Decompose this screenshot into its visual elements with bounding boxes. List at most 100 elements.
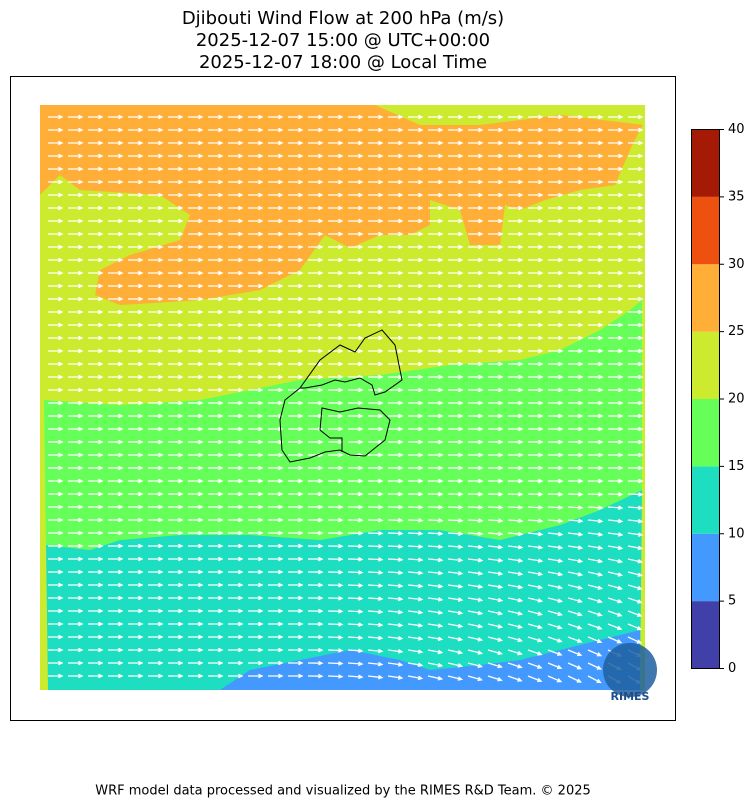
- wind-arrow: [208, 153, 224, 159]
- wind-arrow: [447, 557, 464, 563]
- wind-arrow: [48, 218, 64, 224]
- wind-arrow: [108, 478, 124, 484]
- wind-arrow: [608, 348, 624, 354]
- wind-arrow: [548, 283, 564, 289]
- wind-arrow: [168, 218, 184, 224]
- wind-arrow: [168, 205, 184, 211]
- wind-arrow: [307, 569, 324, 575]
- wind-arrow: [568, 322, 584, 328]
- wind-arrow: [408, 205, 424, 211]
- wind-arrow: [68, 452, 84, 458]
- wind-arrow: [168, 621, 184, 627]
- zone-15-20: [44, 300, 642, 550]
- wind-arrow: [388, 413, 404, 419]
- wind-arrow: [268, 296, 284, 302]
- wind-arrow: [447, 505, 464, 510]
- wind-arrow: [208, 465, 224, 471]
- wind-arrow: [428, 426, 444, 432]
- wind-arrow: [68, 673, 84, 679]
- wind-arrow: [508, 387, 524, 393]
- wind-arrow: [408, 322, 424, 328]
- wind-arrow: [188, 192, 204, 198]
- wind-arrow: [328, 257, 344, 263]
- wind-arrow: [387, 635, 404, 641]
- colorbar-segment: [691, 196, 720, 265]
- wind-arrow: [428, 322, 444, 328]
- wind-arrow: [248, 452, 264, 458]
- wind-arrow: [48, 582, 64, 588]
- wind-arrow: [108, 192, 124, 198]
- wind-arrow: [228, 166, 244, 172]
- colorbar-tick-label: 35: [728, 189, 745, 204]
- wind-arrow: [548, 348, 564, 354]
- wind-arrow: [208, 231, 224, 237]
- wind-arrow: [208, 283, 224, 289]
- wind-arrow: [408, 400, 424, 406]
- wind-arrow: [428, 218, 444, 224]
- wind-arrow: [607, 623, 623, 631]
- wind-arrow: [468, 465, 484, 471]
- wind-arrow: [268, 491, 284, 497]
- title-line: Djibouti Wind Flow at 200 hPa (m/s): [182, 8, 504, 29]
- wind-arrow: [468, 374, 484, 380]
- wind-arrow: [588, 153, 604, 159]
- wind-arrow: [488, 270, 504, 276]
- wind-arrow: [368, 361, 384, 367]
- wind-arrow: [68, 556, 84, 562]
- wind-arrow: [88, 309, 104, 315]
- wind-arrow: [148, 660, 164, 666]
- wind-arrow: [588, 270, 604, 276]
- wind-arrow: [248, 439, 264, 445]
- wind-arrow: [188, 361, 204, 367]
- wind-arrow: [188, 400, 204, 406]
- wind-arrow: [308, 166, 324, 172]
- wind-arrow: [268, 569, 284, 575]
- wind-arrow: [408, 465, 424, 471]
- wind-arrow: [148, 478, 164, 484]
- wind-arrow: [308, 192, 324, 198]
- wind-arrow: [528, 413, 544, 419]
- wind-arrow: [587, 649, 603, 657]
- wind-arrow: [547, 492, 564, 497]
- wind-arrow: [387, 609, 404, 615]
- wind-arrow: [348, 283, 364, 289]
- wind-arrow: [208, 478, 224, 484]
- wind-arrow: [268, 192, 284, 198]
- wind-arrow: [228, 283, 244, 289]
- wind-arrow: [408, 153, 424, 159]
- wind-arrow: [467, 662, 484, 668]
- wind-arrow: [468, 335, 484, 341]
- wind-arrow: [468, 205, 484, 211]
- wind-arrow: [487, 531, 504, 537]
- wind-arrow: [387, 583, 404, 589]
- wind-arrow: [188, 595, 204, 601]
- wind-arrow: [468, 127, 484, 133]
- wind-arrow: [148, 205, 164, 211]
- wind-arrow: [447, 610, 464, 615]
- wind-arrow: [188, 647, 204, 653]
- wind-arrow: [567, 518, 584, 524]
- wind-arrow: [468, 270, 484, 276]
- wind-arrow: [528, 231, 544, 237]
- wind-arrow: [387, 504, 404, 510]
- wind-arrow: [507, 505, 524, 510]
- wind-arrow: [288, 153, 304, 159]
- wind-arrow: [527, 491, 544, 497]
- wind-arrow: [608, 244, 624, 250]
- wind-arrow: [248, 569, 264, 575]
- wind-arrow: [248, 387, 264, 393]
- wind-arrow: [567, 531, 584, 537]
- wind-arrow: [608, 387, 624, 393]
- wind-arrow: [448, 348, 464, 354]
- wind-arrow: [527, 531, 544, 537]
- wind-arrow: [228, 660, 244, 666]
- wind-arrow: [488, 127, 504, 133]
- wind-arrow: [268, 621, 284, 627]
- wind-arrow: [268, 387, 284, 393]
- wind-arrow: [307, 517, 324, 523]
- wind-arrow: [188, 296, 204, 302]
- wind-arrow: [548, 361, 564, 367]
- wind-arrow: [467, 518, 484, 523]
- wind-arrow: [208, 673, 224, 679]
- wind-arrow: [528, 361, 544, 367]
